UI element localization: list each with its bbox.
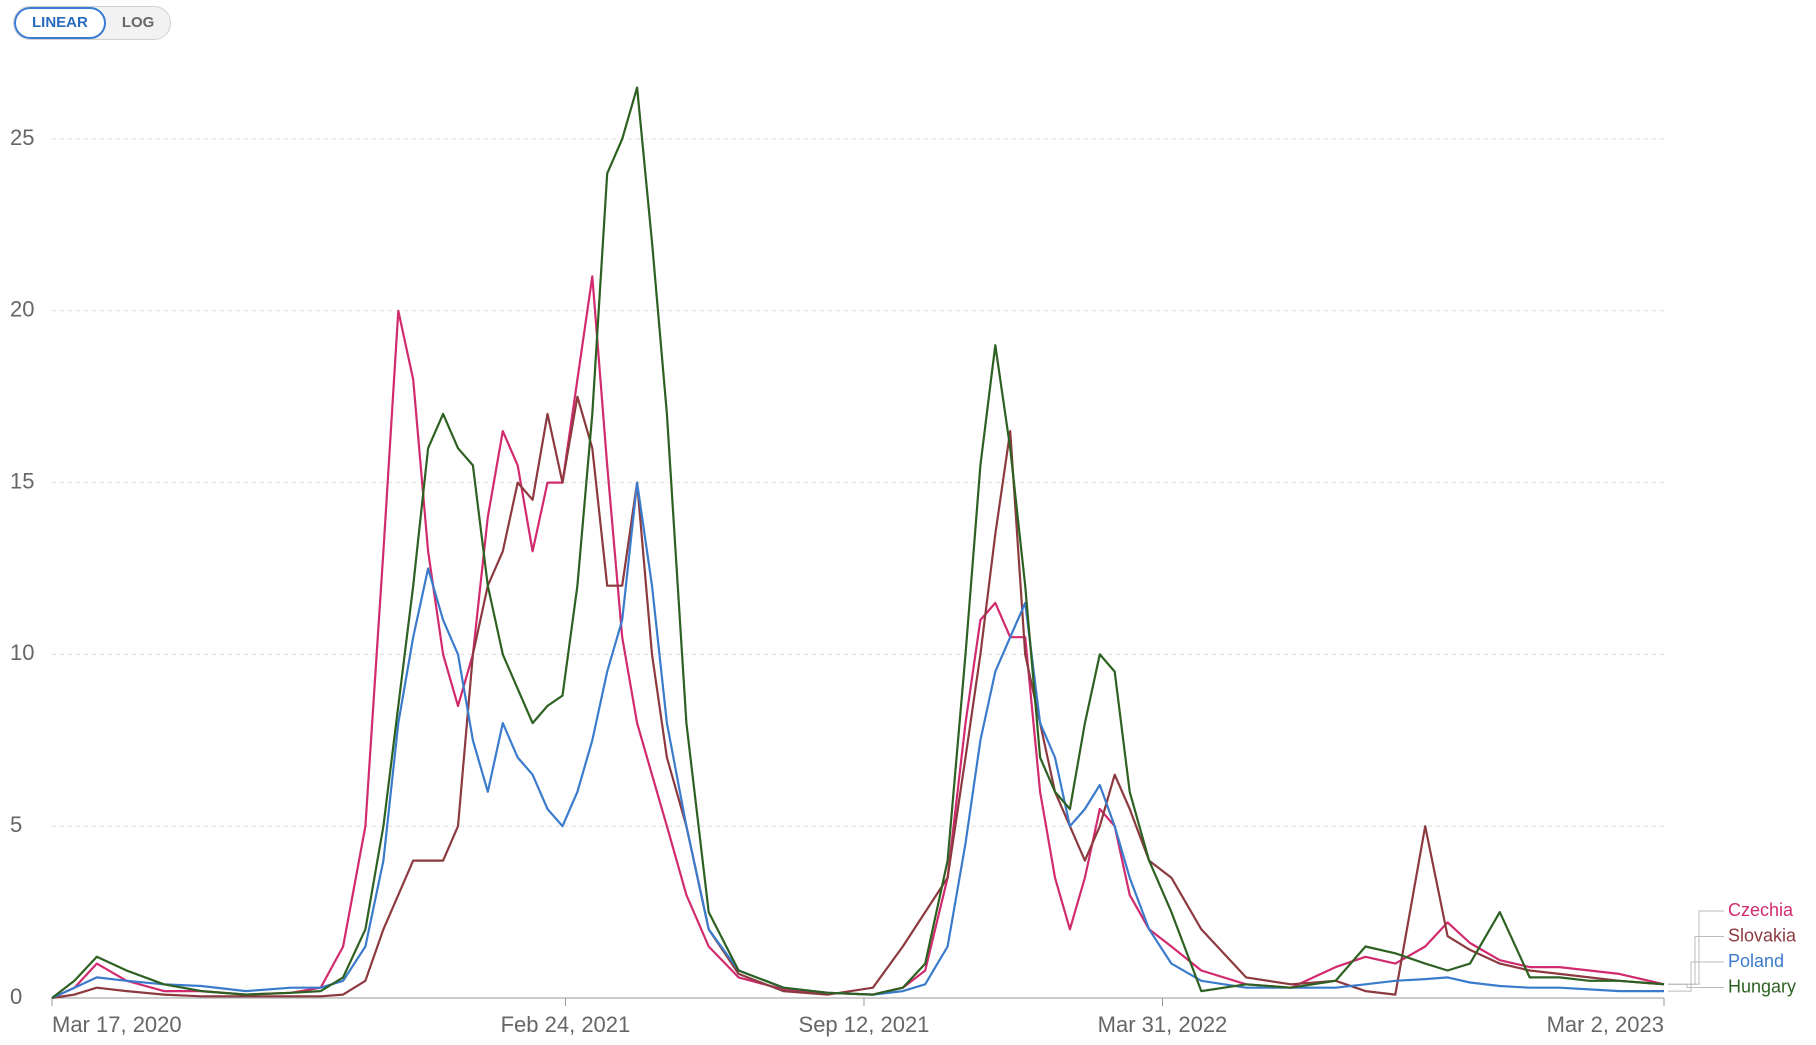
series-line <box>51 86 1665 999</box>
legend-label: Slovakia <box>1728 925 1797 945</box>
legend-label: Czechia <box>1728 900 1794 920</box>
y-tick-label: 10 <box>10 640 34 665</box>
y-tick-label: 20 <box>10 297 34 322</box>
legend-connector <box>1668 910 1724 985</box>
legend-connector <box>1668 936 1724 985</box>
series-line <box>51 481 1664 999</box>
series-line <box>51 395 1665 1000</box>
x-tick-label: Mar 31, 2022 <box>1098 1012 1228 1037</box>
y-tick-label: 0 <box>10 984 22 1009</box>
series-line <box>51 275 1665 999</box>
legend-label: Hungary <box>1728 976 1796 996</box>
linear-button[interactable]: LINEAR <box>14 7 106 39</box>
log-button[interactable]: LOG <box>121 14 155 31</box>
x-tick-label: Mar 2, 2023 <box>1547 1012 1664 1037</box>
legend-connector <box>1668 983 1724 988</box>
y-tick-label: 25 <box>10 125 34 150</box>
legend-connector <box>1668 961 1724 992</box>
y-tick-label: 5 <box>10 812 22 837</box>
scale-toggle: LINEAR LOG <box>13 6 172 40</box>
x-tick-label: Sep 12, 2021 <box>799 1012 930 1037</box>
y-tick-label: 15 <box>10 468 34 493</box>
x-tick-label: Mar 17, 2020 <box>52 1012 182 1037</box>
legend-label: Poland <box>1728 951 1784 971</box>
x-tick-label: Feb 24, 2021 <box>501 1012 631 1037</box>
